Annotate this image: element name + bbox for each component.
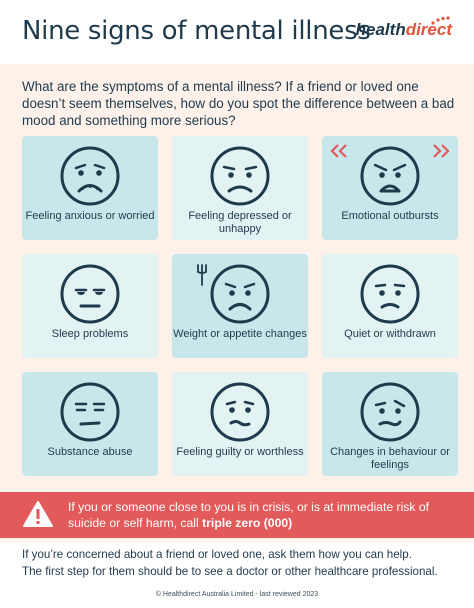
sign-label: Feeling anxious or worried	[25, 210, 155, 222]
sign-card-outbursts: Emotional outbursts	[322, 136, 458, 240]
sign-card-guilty: Feeling guilty or worthless	[172, 372, 308, 476]
dazed-face-icon	[60, 382, 120, 442]
sign-label: Feeling depressed or unhappy	[188, 210, 292, 235]
guilty-face-icon	[210, 382, 270, 442]
header: Nine signs of mental illness healthdirec…	[0, 0, 474, 64]
sign-card-withdrawn: Quiet or withdrawn	[322, 254, 458, 358]
logo-dots-icon	[431, 16, 450, 25]
footer-text: If you’re concerned about a friend or lo…	[22, 546, 462, 580]
sign-card-appetite: Weight or appetite changes	[172, 254, 308, 358]
sad-face-icon	[210, 146, 270, 206]
sign-label: Sleep problems	[51, 328, 129, 340]
page-title: Nine signs of mental illness	[22, 16, 371, 46]
angry-face-icon	[360, 146, 420, 206]
withdrawn-face-icon	[360, 264, 420, 324]
outburst-left-icon	[330, 144, 347, 158]
sign-label: Changes in behaviour or feelings	[330, 446, 450, 471]
sign-card-behaviour: Changes in behaviour or feelings	[322, 372, 458, 476]
anxious-face-icon	[60, 146, 120, 206]
intro-text: What are the symptoms of a mental illnes…	[22, 79, 455, 128]
sign-label: Emotional outbursts	[341, 210, 439, 222]
sign-label: Feeling guilty or worthless	[176, 446, 304, 458]
sign-card-depressed: Feeling depressed or unhappy	[172, 136, 308, 240]
sign-card-substance: Substance abuse	[22, 372, 158, 476]
warning-icon	[23, 501, 53, 527]
sign-card-sleep: Sleep problems	[22, 254, 158, 358]
triple-zero-emphasis: triple zero (000)	[202, 516, 293, 530]
main-panel: What are the symptoms of a mental illnes…	[0, 64, 474, 542]
logo-part-health: health	[355, 20, 406, 39]
logo-part-direct: direct	[405, 20, 452, 39]
crisis-alert-text: If you or someone close to you is in cri…	[68, 499, 464, 531]
sign-label: Quiet or withdrawn	[344, 328, 436, 340]
crisis-alert-message: If you or someone close to you is in cri…	[68, 500, 430, 530]
fork-icon	[197, 264, 207, 286]
outburst-right-icon	[433, 144, 450, 158]
frowning-face-icon	[210, 264, 270, 324]
copyright-notice: © Healthdirect Australia Limited - last …	[155, 591, 319, 598]
footer-line-1: If you’re concerned about a friend or lo…	[22, 548, 412, 561]
crisis-alert-banner: If you or someone close to you is in cri…	[0, 492, 474, 538]
sign-label: Weight or appetite changes	[173, 328, 307, 340]
sign-card-anxious: Feeling anxious or worried	[22, 136, 158, 240]
sign-label: Substance abuse	[47, 446, 133, 458]
healthdirect-logo[interactable]: healthdirect	[356, 20, 452, 40]
tired-face-icon	[60, 264, 120, 324]
confused-face-icon	[360, 382, 420, 442]
footer-line-2: The first step for them should be to see…	[22, 565, 438, 578]
